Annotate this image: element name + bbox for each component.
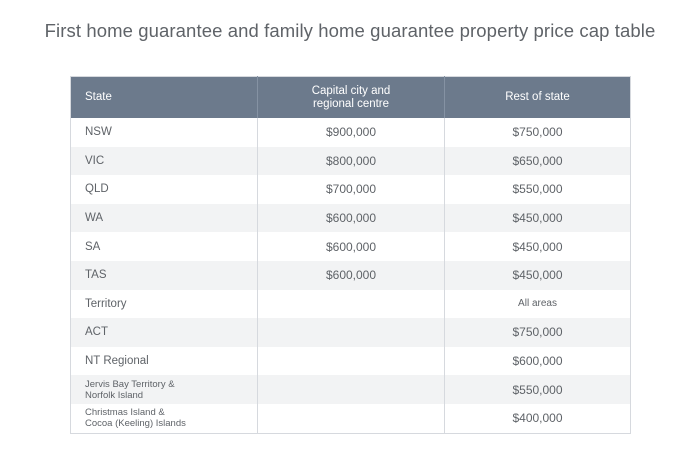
table-row: QLD $700,000 $550,000 <box>70 175 631 204</box>
rest-of-state-cell: All areas <box>444 289 631 319</box>
table-row: ACT $750,000 <box>70 318 631 347</box>
state-cell: NT Regional <box>70 346 258 376</box>
header-capital-city: Capital city and regional centre <box>257 76 445 118</box>
table-row: Christmas Island & Cocoa (Keeling) Island… <box>70 403 631 434</box>
header-rest-of-state: Rest of state <box>444 76 631 118</box>
rest-of-state-cell: $450,000 <box>444 203 631 233</box>
price-cap-table: State Capital city and regional centre Re… <box>70 76 631 434</box>
rest-of-state-cell: $450,000 <box>444 260 631 290</box>
rest-of-state-cell: $550,000 <box>444 175 631 204</box>
table-row: WA $600,000 $450,000 <box>70 203 631 233</box>
rest-of-state-cell: $750,000 <box>444 318 631 347</box>
state-cell: SA <box>70 232 258 261</box>
rest-of-state-cell: $600,000 <box>444 346 631 376</box>
capital-city-cell: $600,000 <box>257 232 445 261</box>
header-row: State Capital city and regional centre Re… <box>70 76 631 118</box>
table-row: NSW $900,000 $750,000 <box>70 118 631 147</box>
capital-city-cell <box>257 289 445 319</box>
state-cell: NSW <box>70 118 258 147</box>
header-capital-city-label: Capital city and regional centre <box>311 84 391 110</box>
capital-city-cell: $900,000 <box>257 118 445 147</box>
page-title: First home guarantee and family home gua… <box>44 20 656 41</box>
state-cell: QLD <box>70 175 258 204</box>
table-row: Jervis Bay Territory & Norfolk Island $550… <box>70 375 631 404</box>
capital-city-cell: $800,000 <box>257 146 445 176</box>
table-row: Territory All areas <box>70 289 631 319</box>
capital-city-cell <box>257 346 445 376</box>
rest-of-state-cell: $400,000 <box>444 403 631 434</box>
table-row: NT Regional $600,000 <box>70 346 631 376</box>
state-cell: Territory <box>70 289 258 319</box>
table-row: VIC $800,000 $650,000 <box>70 146 631 176</box>
header-state: State <box>70 76 258 118</box>
table-body: NSW $900,000 $750,000 VIC $800,000 $650,000 QL… <box>70 118 631 434</box>
capital-city-cell <box>257 318 445 347</box>
capital-city-cell <box>257 403 445 434</box>
rest-of-state-cell: $550,000 <box>444 375 631 404</box>
state-cell: ACT <box>70 318 258 347</box>
table-header: State Capital city and regional centre Re… <box>70 76 631 118</box>
state-cell: Jervis Bay Territory & Norfolk Island <box>70 375 258 404</box>
state-cell: Christmas Island & Cocoa (Keeling) Island… <box>70 403 258 434</box>
capital-city-cell: $700,000 <box>257 175 445 204</box>
table-row: TAS $600,000 $450,000 <box>70 260 631 290</box>
table-row: SA $600,000 $450,000 <box>70 232 631 261</box>
rest-of-state-cell: $750,000 <box>444 118 631 147</box>
rest-of-state-cell: $450,000 <box>444 232 631 261</box>
capital-city-cell: $600,000 <box>257 260 445 290</box>
state-cell: TAS <box>70 260 258 290</box>
capital-city-cell <box>257 375 445 404</box>
capital-city-cell: $600,000 <box>257 203 445 233</box>
state-cell: VIC <box>70 146 258 176</box>
state-cell: WA <box>70 203 258 233</box>
rest-of-state-cell: $650,000 <box>444 146 631 176</box>
